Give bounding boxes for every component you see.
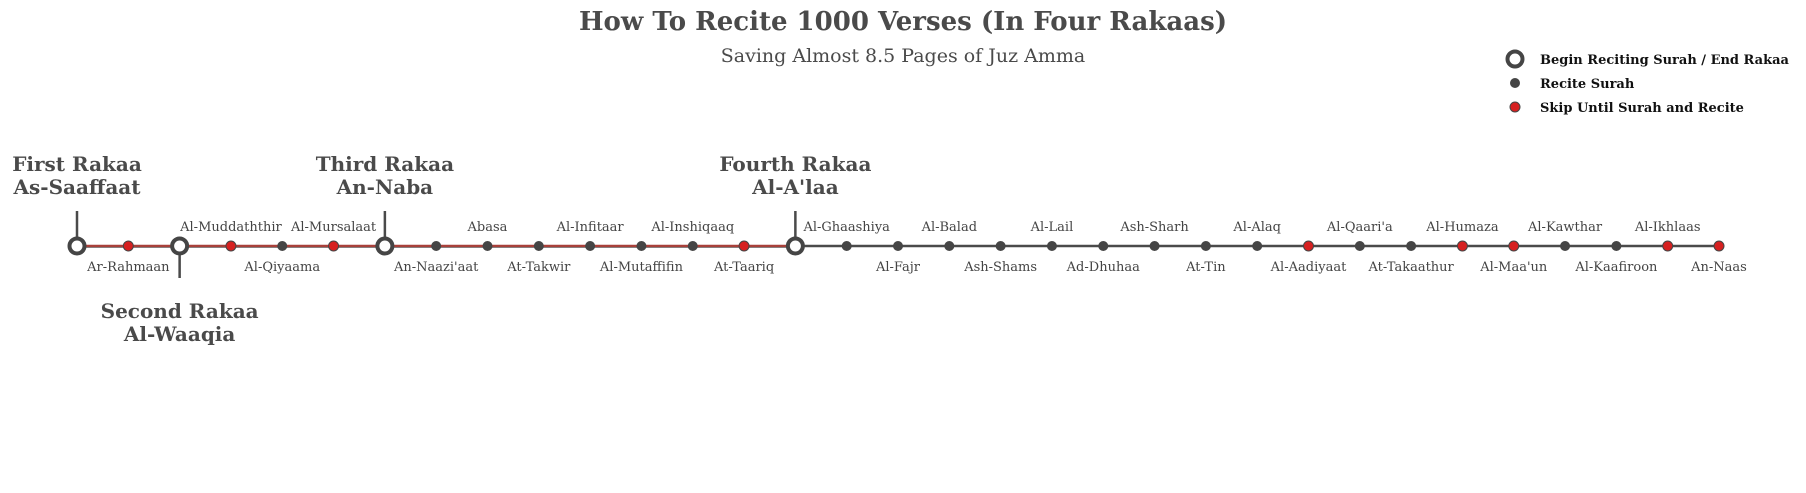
recite-marker bbox=[1611, 241, 1622, 251]
recite-marker bbox=[636, 241, 647, 251]
surah-label: Ash-Sharh bbox=[1119, 220, 1189, 235]
surah-label: Al-Inshiqaaq bbox=[650, 220, 734, 235]
legend-begin-marker bbox=[1505, 49, 1525, 69]
surah-label: Al-Infitaar bbox=[556, 220, 625, 235]
surah-label: At-Tin bbox=[1185, 260, 1226, 275]
legend-skip-marker bbox=[1509, 101, 1521, 113]
rakaa-title: Second Rakaa bbox=[101, 299, 259, 323]
recite-marker bbox=[277, 241, 288, 251]
recite-marker bbox=[841, 241, 852, 251]
recite-marker bbox=[1098, 241, 1109, 251]
rakaa-surah: An-Naba bbox=[336, 175, 434, 199]
rakaa-title: Third Rakaa bbox=[316, 152, 454, 176]
diagram-title: How To Recite 1000 Verses (In Four Rakaa… bbox=[578, 7, 1228, 37]
recite-marker bbox=[944, 241, 955, 251]
recite-marker bbox=[893, 241, 903, 251]
skip-marker bbox=[122, 240, 134, 252]
skip-marker bbox=[1713, 240, 1725, 252]
surah-label: Al-Kawthar bbox=[1527, 220, 1603, 235]
rakaa-surah: As-Saaffaat bbox=[12, 175, 141, 199]
surah-label: Ar-Rahmaan bbox=[86, 260, 170, 275]
recite-marker bbox=[431, 241, 442, 251]
recite-marker bbox=[533, 241, 544, 251]
recite-marker bbox=[1560, 241, 1571, 251]
recite-marker bbox=[1200, 241, 1211, 251]
legend-begin-label: Begin Reciting Surah / End Rakaa bbox=[1540, 53, 1790, 68]
surah-label: At-Takwir bbox=[506, 260, 571, 275]
surah-label: Al-Balad bbox=[921, 220, 977, 235]
recite-marker bbox=[1406, 241, 1417, 251]
skip-marker bbox=[1456, 240, 1468, 252]
surah-label: Al-Ghaashiya bbox=[802, 220, 890, 235]
surah-label: Ash-Shams bbox=[963, 260, 1037, 275]
begin-marker bbox=[67, 236, 87, 256]
surah-label: At-Takaathur bbox=[1367, 260, 1454, 275]
surah-label: An-Naazi'aat bbox=[393, 260, 479, 275]
legend-recite-label: Recite Surah bbox=[1540, 77, 1635, 92]
recite-marker bbox=[1046, 241, 1057, 251]
surah-label: Al-Qiyaama bbox=[243, 260, 320, 275]
recite-marker bbox=[687, 241, 698, 251]
surah-label: Al-Ikhlaas bbox=[1634, 220, 1701, 235]
skip-marker bbox=[1662, 240, 1674, 252]
surah-label: An-Naas bbox=[1690, 260, 1747, 275]
surah-label: Al-Alaq bbox=[1232, 220, 1281, 235]
begin-marker bbox=[375, 236, 395, 256]
recite-marker bbox=[1149, 241, 1160, 251]
legend-recite-marker bbox=[1510, 78, 1520, 88]
recite-marker bbox=[1252, 241, 1263, 251]
surah-label: Al-Mutaffifin bbox=[599, 260, 684, 275]
recite-marker bbox=[1354, 241, 1365, 251]
surah-label: At-Taariq bbox=[713, 260, 774, 275]
legend: Begin Reciting Surah / End Rakaa Recite … bbox=[1505, 49, 1790, 116]
surah-label: Al-Fajr bbox=[875, 260, 921, 275]
begin-marker bbox=[170, 236, 190, 256]
surah-label: Al-Mursalaat bbox=[290, 220, 377, 235]
surah-label: Abasa bbox=[467, 220, 508, 235]
skip-marker bbox=[1508, 240, 1520, 252]
recite-marker bbox=[585, 241, 596, 251]
surah-label: Al-Qaari'a bbox=[1326, 220, 1393, 235]
surah-label: Al-Kaafiroon bbox=[1574, 260, 1658, 275]
rakaa-surah: Al-Waaqia bbox=[123, 322, 236, 346]
skip-marker bbox=[1303, 240, 1314, 252]
surah-label: Al-Aadiyaat bbox=[1270, 260, 1347, 275]
rakaa-title: First Rakaa bbox=[12, 152, 142, 176]
recite-marker bbox=[482, 241, 493, 251]
surah-label: Al-Maa'un bbox=[1479, 260, 1548, 275]
begin-marker bbox=[785, 236, 805, 256]
recite-marker bbox=[995, 241, 1006, 251]
surah-label: Al-Lail bbox=[1030, 220, 1074, 235]
diagram-subtitle: Saving Almost 8.5 Pages of Juz Amma bbox=[720, 45, 1086, 67]
skip-marker bbox=[225, 240, 237, 252]
surah-marker-group bbox=[67, 236, 1725, 256]
legend-skip-label: Skip Until Surah and Recite bbox=[1540, 101, 1744, 116]
surah-label-group: Ar-Rahmaan Al-Muddaththir Al-Qiyaama Al-Mur… bbox=[86, 220, 1747, 275]
rakaa-title: Fourth Rakaa bbox=[719, 152, 871, 176]
rakaa-surah: Al-A'laa bbox=[751, 175, 839, 199]
surah-label: Ad-Dhuhaa bbox=[1066, 260, 1140, 275]
skip-marker bbox=[328, 240, 340, 252]
surah-label: Al-Muddaththir bbox=[179, 220, 282, 235]
skip-marker bbox=[738, 240, 750, 252]
surah-label: Al-Humaza bbox=[1425, 220, 1499, 235]
